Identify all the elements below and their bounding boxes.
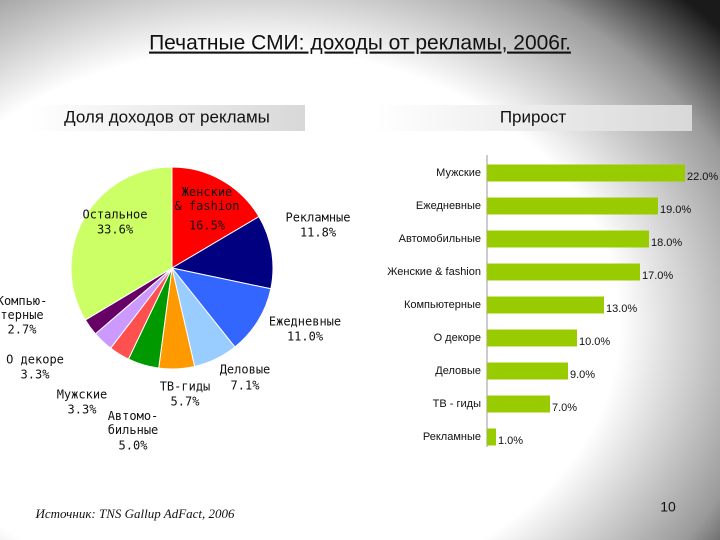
bar-label: Компьютерные (404, 299, 481, 311)
bar (487, 263, 640, 281)
slice-value: 11.0% (287, 330, 324, 344)
slice-value: 5.7% (171, 395, 201, 409)
slice-label: Деловые (220, 363, 271, 377)
bar (487, 296, 604, 314)
bar-label: Женские & fashion (387, 266, 481, 278)
pie-slice (70, 166, 173, 321)
header-box (30, 105, 305, 131)
header-box (375, 105, 692, 131)
bar-label: Ежедневные (416, 200, 481, 212)
bar-label: Рекламные (423, 431, 481, 443)
slice-value: 33.6% (97, 223, 134, 237)
bar-value: 19.0% (660, 204, 691, 216)
bar (487, 197, 658, 215)
slice-label: Женские & fashion (174, 185, 239, 213)
slice-value: 7.1% (231, 379, 261, 393)
slice-value: 16.5% (189, 219, 226, 233)
bar-label: ТВ - гиды (433, 398, 481, 410)
slice-label: Рекламные (285, 211, 350, 225)
bar-label: Деловые (435, 365, 481, 377)
bar-value: 1.0% (498, 435, 523, 447)
bar (487, 362, 568, 380)
pie-slice (170, 267, 272, 348)
bar-value: 22.0% (687, 171, 718, 183)
slice-value: 5.0% (119, 439, 149, 453)
source: Источник: TNS Gallup AdFact, 2006 (34, 506, 235, 521)
slice-label: Компью-терные (0, 294, 47, 322)
bar-value: 10.0% (579, 336, 610, 348)
bar (487, 395, 550, 413)
slice-label: Остальное (82, 208, 147, 222)
header-left: Доля доходов от рекламы (64, 107, 270, 126)
page-number: 10 (660, 499, 676, 515)
bar-value: 13.0% (606, 303, 637, 315)
slice-label: О декоре (6, 353, 64, 367)
slice-value: 3.3% (68, 403, 98, 417)
bar-value: 17.0% (642, 270, 673, 282)
bar (487, 428, 496, 446)
bar-label: Мужские (436, 167, 481, 179)
bar-value: 9.0% (570, 369, 595, 381)
bar-label: Автомобильные (399, 233, 481, 245)
pie-slice (171, 166, 260, 269)
slice-label: Ежедневные (269, 315, 341, 329)
bar-label: О декоре (434, 332, 481, 344)
bar (487, 230, 649, 248)
slice-label: Автомо-бильные (108, 409, 159, 437)
slice-value: 11.8% (300, 226, 337, 240)
pie-slice (170, 215, 274, 290)
slice-value: 2.7% (8, 323, 38, 337)
bar-value: 7.0% (552, 402, 577, 414)
slice-value: 3.3% (21, 368, 51, 382)
slide-title: Печатные СМИ: доходы от рекламы, 2006г. (149, 32, 571, 55)
header-right: Прирост (500, 107, 567, 126)
bar (487, 329, 577, 347)
slice-label: Мужские (57, 388, 108, 402)
slice-label: ТВ-гиды (160, 380, 211, 394)
bar (487, 164, 685, 182)
bar-value: 18.0% (651, 237, 682, 249)
